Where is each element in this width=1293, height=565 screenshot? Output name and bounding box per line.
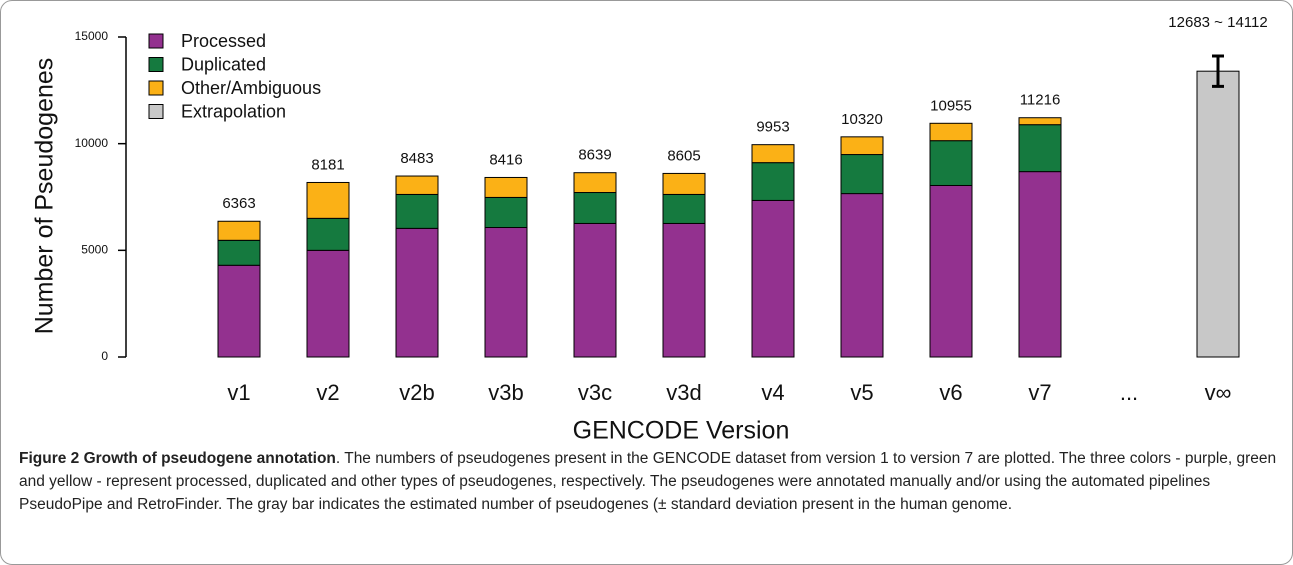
bar-segment <box>484 227 528 358</box>
x-axis-label: GENCODE Version <box>573 417 790 445</box>
total-label: 8181 <box>311 156 344 173</box>
x-tick-label: v7 <box>1028 380 1051 405</box>
caption-text: . The numbers of pseudogenes present in … <box>19 450 1277 513</box>
bar-segment <box>1018 124 1062 173</box>
caption: Figure 2 Growth of pseudogene annotation… <box>19 447 1277 516</box>
y-tick-label: 5000 <box>81 243 108 257</box>
total-label: 8483 <box>400 150 433 167</box>
total-label: 11216 <box>1020 92 1061 109</box>
total-label: 6363 <box>222 195 255 212</box>
bar-segment <box>751 144 795 164</box>
bar-segment <box>662 172 706 195</box>
total-label: 10320 <box>841 111 883 128</box>
legend-swatch <box>148 33 164 49</box>
bar-segment <box>306 249 350 358</box>
bar-segment <box>573 172 617 194</box>
total-label: 8639 <box>578 147 611 164</box>
bar-segment <box>306 217 350 251</box>
x-tick-label: v4 <box>761 380 784 405</box>
bar-segment <box>751 162 795 201</box>
y-axis-label: Number of Pseudogenes <box>31 58 59 335</box>
bar-segment <box>751 199 795 358</box>
bar-segment <box>840 193 884 358</box>
chart: Number of Pseudogenes GENCODE Version 0 5… <box>31 14 1268 445</box>
x-tick-label: v2b <box>399 380 434 405</box>
bar-segment <box>306 181 350 219</box>
bar-segment <box>1196 70 1240 358</box>
bar-segment <box>929 122 973 142</box>
bar-segment <box>395 175 439 195</box>
bar-segment <box>929 184 973 358</box>
legend-swatch <box>148 57 164 72</box>
x-tick-label: v3d <box>666 380 701 405</box>
bar-segment <box>840 154 884 195</box>
bar-segment <box>395 193 439 229</box>
bar-segment <box>484 176 528 198</box>
legend-swatch <box>148 104 164 119</box>
bar-segment <box>484 196 528 229</box>
legend-label: Other/Ambiguous <box>181 78 321 98</box>
bar-segment <box>217 220 261 241</box>
bar-segment <box>395 227 439 358</box>
annotation: 12683 ~ 14112 <box>1168 14 1267 31</box>
caption-title: Figure 2 Growth of pseudogene annotation <box>19 450 336 467</box>
bar-segment <box>1018 171 1062 358</box>
y-tick-label: 0 <box>101 349 108 363</box>
x-tick-label: v2 <box>316 380 339 405</box>
x-tick-label: v∞ <box>1205 380 1232 405</box>
total-label: 9953 <box>756 119 789 136</box>
bar-segment <box>573 192 617 224</box>
x-tick-label: v6 <box>939 380 962 405</box>
total-label: 10955 <box>930 97 972 114</box>
bar-segment <box>1018 117 1062 126</box>
legend-label: Duplicated <box>181 54 266 74</box>
total-label: 8605 <box>667 147 700 164</box>
bar-segment <box>217 239 261 266</box>
bar-segment <box>840 136 884 156</box>
legend-label: Extrapolation <box>181 101 286 121</box>
bar-segment <box>217 264 261 358</box>
bar-segment <box>662 193 706 224</box>
legend-swatch <box>148 80 164 96</box>
x-tick-label: v3b <box>488 380 523 405</box>
bar-segment <box>662 222 706 358</box>
legend-label: Processed <box>181 31 266 51</box>
bar-segment <box>929 140 973 186</box>
y-tick-label: 15000 <box>75 29 109 43</box>
bar-segment <box>573 222 617 358</box>
x-tick-label: v3c <box>578 380 612 405</box>
x-tick-label: ... <box>1120 380 1138 405</box>
total-label: 8416 <box>489 151 522 168</box>
x-tick-label: v5 <box>850 380 873 405</box>
x-tick-label: v1 <box>227 380 250 405</box>
y-tick-label: 10000 <box>75 136 109 150</box>
error-bar <box>1212 54 1224 88</box>
